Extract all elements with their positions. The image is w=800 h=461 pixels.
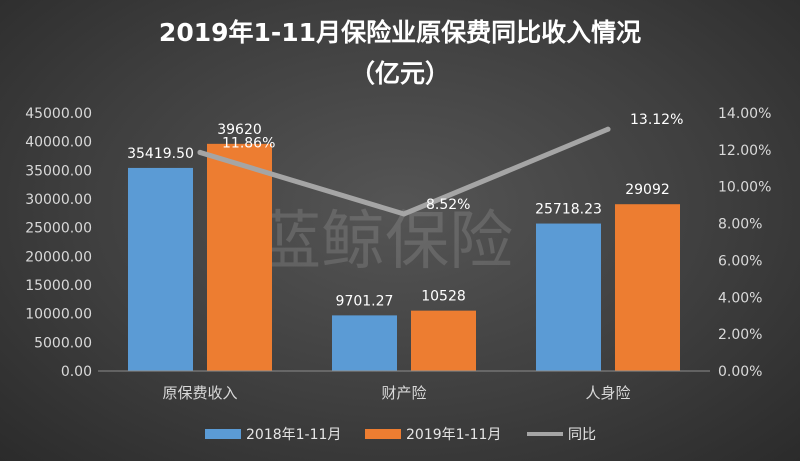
bar-value-label: 39620 [217, 122, 262, 138]
chart-title-line1: 2019年1-11月保险业原保费同比收入情况 [159, 18, 641, 47]
right-tick-label: 12.00% [718, 143, 771, 159]
left-tick-label: 30000.00 [25, 192, 92, 208]
left-tick-label: 35000.00 [25, 163, 92, 179]
yoy-point [605, 126, 611, 132]
left-tick-label: 25000.00 [25, 221, 92, 237]
bar-value-label: 29092 [625, 182, 670, 198]
line-series-layer [197, 126, 611, 217]
yoy-point [197, 149, 203, 155]
bar-value-label: 25718.23 [535, 202, 602, 218]
left-tick-label: 5000.00 [34, 335, 92, 351]
left-tick-label: 15000.00 [25, 278, 92, 294]
yoy-value-label: 13.12% [630, 112, 683, 128]
bar [128, 167, 193, 371]
right-tick-label: 10.00% [718, 180, 771, 196]
category-label: 人身险 [585, 384, 630, 402]
legend-swatch [365, 429, 401, 439]
yoy-value-label: 8.52% [426, 197, 470, 213]
yoy-point [401, 211, 407, 217]
data-labels-layer: 35419.50 39620 9701.27 10528 25718.23 29092 11… [127, 112, 683, 309]
legend-label: 2019年1-11月 [406, 427, 501, 443]
right-tick-label: 2.00% [718, 327, 762, 343]
bar-value-label: 10528 [421, 289, 466, 305]
category-labels: 原保费收入 财产险 人身险 [162, 384, 630, 402]
left-axis: 0.00 5000.00 10000.00 15000.00 20000.00 25000… [25, 106, 92, 380]
right-tick-label: 4.00% [718, 290, 762, 306]
right-tick-label: 0.00% [718, 364, 762, 380]
right-tick-label: 6.00% [718, 253, 762, 269]
category-label: 财产险 [381, 384, 426, 402]
right-axis: 0.00% 2.00% 4.00% 6.00% 8.00% 10.00% 12.00% 14.… [718, 106, 771, 380]
yoy-value-label: 11.86% [222, 135, 275, 151]
bar-value-label: 35419.50 [127, 146, 194, 162]
legend-swatch [205, 429, 241, 439]
chart-title-line2: （亿元） [350, 59, 450, 88]
category-label: 原保费收入 [162, 384, 237, 402]
bar [411, 310, 476, 371]
bars-layer [128, 143, 680, 371]
legend: 2018年1-11月 2019年1-11月 同比 [205, 427, 596, 443]
bar [207, 143, 272, 371]
left-tick-label: 10000.00 [25, 307, 92, 323]
left-tick-label: 40000.00 [25, 135, 92, 151]
bar [615, 204, 680, 371]
left-tick-label: 45000.00 [25, 106, 92, 122]
bar-value-label: 9701.27 [336, 293, 394, 309]
right-tick-label: 8.00% [718, 217, 762, 233]
bar [536, 223, 601, 371]
bar [332, 315, 397, 371]
watermark-text: 蓝鲸保险 [257, 205, 513, 279]
left-tick-label: 20000.00 [25, 249, 92, 265]
legend-label: 同比 [568, 427, 596, 443]
legend-label: 2018年1-11月 [246, 427, 341, 443]
right-tick-label: 14.00% [718, 106, 771, 122]
left-tick-label: 0.00 [61, 364, 92, 380]
